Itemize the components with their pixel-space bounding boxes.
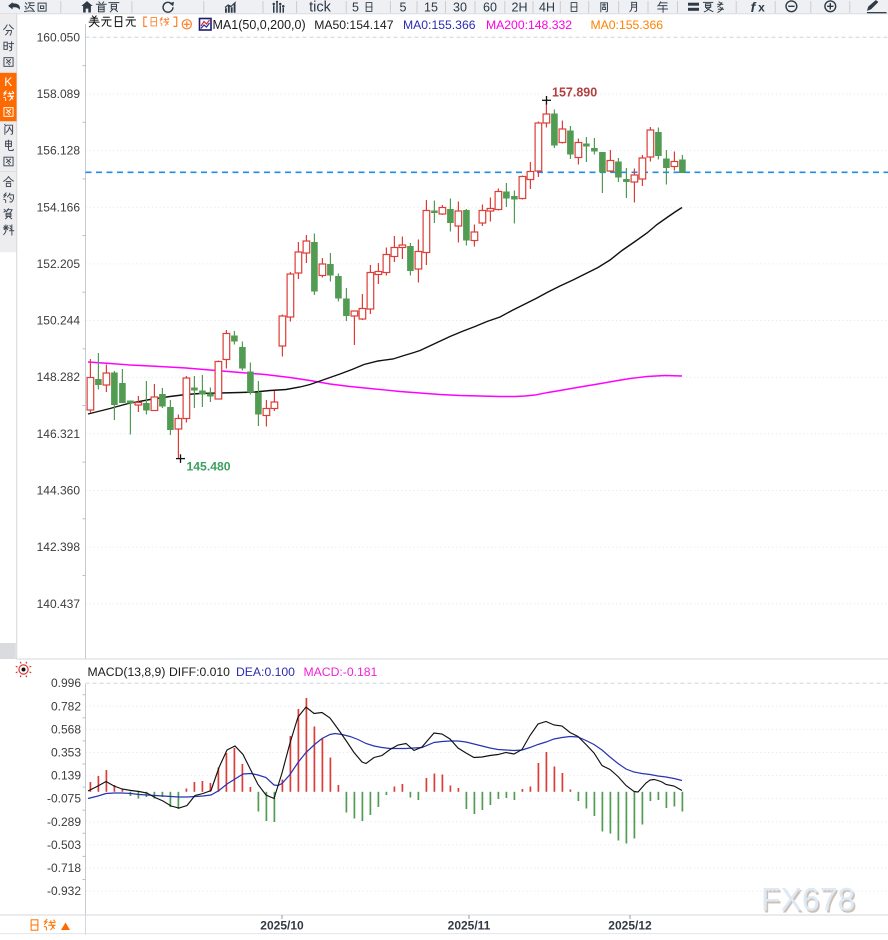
svg-text:-0.932: -0.932 <box>47 884 81 898</box>
svg-text:152.205: 152.205 <box>37 257 81 271</box>
svg-text:154.166: 154.166 <box>37 200 81 214</box>
svg-text:f: f <box>751 0 757 15</box>
svg-text:2025/12: 2025/12 <box>608 919 652 933</box>
svg-text:158.089: 158.089 <box>37 87 81 101</box>
svg-text:5: 5 <box>400 1 407 15</box>
svg-text:0.782: 0.782 <box>51 699 81 713</box>
svg-text:MA0:155.366: MA0:155.366 <box>403 18 476 32</box>
svg-text:DEA:0.100: DEA:0.100 <box>236 665 295 679</box>
svg-text:146.321: 146.321 <box>37 427 81 441</box>
svg-text:-0.503: -0.503 <box>47 838 81 852</box>
svg-text:5: 5 <box>352 1 359 15</box>
svg-text:tick: tick <box>309 0 332 16</box>
svg-text:MA200:148.332: MA200:148.332 <box>486 18 572 32</box>
svg-text:0.353: 0.353 <box>51 746 81 760</box>
svg-text:FX678: FX678 <box>761 882 855 918</box>
svg-text:156.128: 156.128 <box>37 144 81 158</box>
svg-text:MA0:155.366: MA0:155.366 <box>591 18 664 32</box>
svg-text:140.437: 140.437 <box>37 597 81 611</box>
svg-text:160.050: 160.050 <box>37 30 81 44</box>
svg-text:2025/11: 2025/11 <box>448 919 491 933</box>
svg-text:0.996: 0.996 <box>51 676 81 690</box>
svg-text:2025/10: 2025/10 <box>260 919 304 933</box>
svg-text:DIFF:0.010: DIFF:0.010 <box>169 665 230 679</box>
svg-text:-0.718: -0.718 <box>47 861 81 875</box>
svg-text:0.139: 0.139 <box>51 769 81 783</box>
svg-text:MA50:154.147: MA50:154.147 <box>314 18 394 32</box>
svg-text:150.244: 150.244 <box>37 314 81 328</box>
svg-text:-0.075: -0.075 <box>47 792 81 806</box>
svg-text:MA1(50,0,200,0): MA1(50,0,200,0) <box>213 18 306 32</box>
svg-text:K: K <box>4 75 12 89</box>
svg-text:145.480: 145.480 <box>187 460 231 474</box>
svg-text:x: x <box>758 0 765 14</box>
svg-text:-0.289: -0.289 <box>47 815 81 829</box>
svg-text:30: 30 <box>453 1 467 15</box>
svg-text:MACD(13,8,9): MACD(13,8,9) <box>88 665 166 679</box>
svg-text:2H: 2H <box>512 1 528 15</box>
svg-text:0.568: 0.568 <box>51 722 81 736</box>
svg-text:144.360: 144.360 <box>37 484 81 498</box>
svg-text:148.282: 148.282 <box>37 370 81 384</box>
svg-text:4H: 4H <box>539 1 555 15</box>
svg-text:157.890: 157.890 <box>552 86 597 100</box>
svg-text:MACD:-0.181: MACD:-0.181 <box>304 665 378 679</box>
svg-text:142.398: 142.398 <box>37 540 81 554</box>
svg-text:60: 60 <box>483 1 497 15</box>
svg-text:FX678: FX678 <box>763 883 857 919</box>
svg-text:15: 15 <box>424 1 438 15</box>
